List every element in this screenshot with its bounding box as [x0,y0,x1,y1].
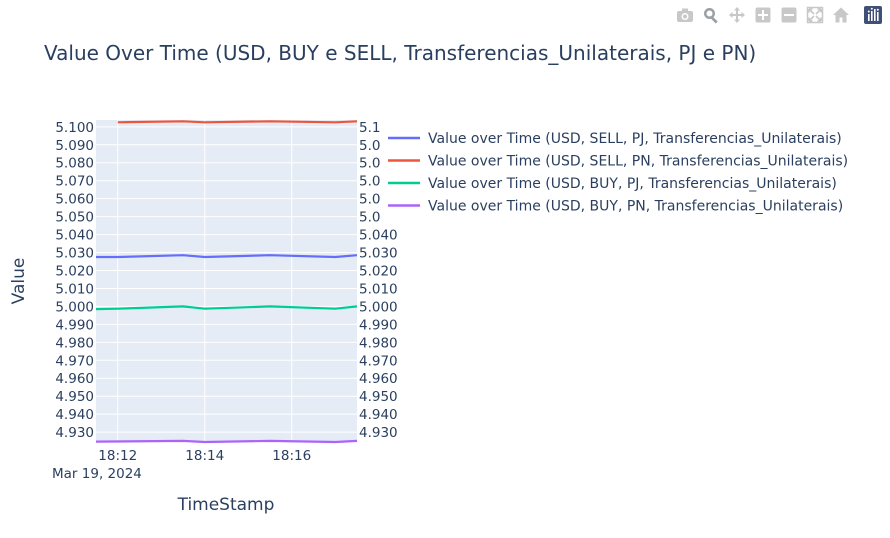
reset-axes-icon[interactable] [830,4,852,26]
right-y-tick-label: 5.040 [359,228,398,244]
camera-icon[interactable] [674,4,696,26]
series-lines [95,120,358,444]
series-line-4 [95,439,358,444]
y-tick-label: 4.950 [55,389,94,405]
y-tick-label: 5.070 [55,174,94,190]
y-axis-title: Value [9,258,29,305]
y-tick-label: 5.030 [55,246,94,262]
legend-label-4: Value over Time (USD, BUY, PN, Transfere… [428,199,843,215]
x-tick-label: 18:12 [98,448,137,464]
zoom-icon[interactable] [700,4,722,26]
y-tick-label: 5.060 [55,192,94,208]
chart-title: Value Over Time (USD, BUY e SELL, Transf… [44,41,756,65]
y-tick-label: 5.010 [55,281,94,297]
right-y-tick-label: 4.960 [359,371,398,387]
right-y-tick-label: 5.010 [359,281,398,297]
series-line-2 [117,120,358,124]
grid-lines [96,120,357,442]
right-y-tick-label: 5.0 [359,156,380,172]
pan-icon[interactable] [726,4,748,26]
x-axis-title: TimeStamp [177,495,275,515]
right-y-tick-label: 4.970 [359,353,398,369]
zoom-out-icon[interactable] [778,4,800,26]
y-tick-label: 4.990 [55,317,94,333]
y-axis-right: 4.930 4.940 4.950 4.960 4.970 4.980 4.990 5.000… [359,120,398,441]
right-y-tick-label: 5.0 [359,138,380,154]
legend-label-1: Value over Time (USD, SELL, PJ, Transfer… [428,131,842,147]
right-y-tick-label: 4.990 [359,317,398,333]
y-tick-label: 5.090 [55,138,94,154]
legend: Value over Time (USD, SELL, PJ, Transfer… [388,131,848,215]
x-tick-label: 18:14 [185,448,224,464]
series-line-3 [95,305,358,311]
y-tick-label: 5.100 [55,120,94,136]
y-tick-label: 4.930 [55,425,94,441]
plotly-logo-icon[interactable] [862,4,884,26]
y-tick-label: 4.960 [55,371,94,387]
y-tick-label: 5.050 [55,210,94,226]
right-y-tick-label: 4.950 [359,389,398,405]
right-y-tick-label: 5.0 [359,192,380,208]
right-y-tick-label: 4.930 [359,425,398,441]
chart-modebar [670,4,884,26]
right-y-tick-label: 5.020 [359,263,398,279]
y-tick-label: 5.040 [55,228,94,244]
right-y-tick-label: 4.940 [359,407,398,423]
legend-label-3: Value over Time (USD, BUY, PJ, Transfere… [428,176,837,192]
right-y-tick-label: 5.030 [359,246,398,262]
y-tick-label: 5.000 [55,299,94,315]
x-date-label: Mar 19, 2024 [52,466,142,482]
zoom-in-icon[interactable] [752,4,774,26]
plot-area [96,120,357,442]
x-axis: 18:12 18:14 18:16 [98,448,311,464]
y-tick-label: 5.020 [55,263,94,279]
y-tick-label: 4.970 [55,353,94,369]
right-y-tick-label: 4.980 [359,335,398,351]
right-y-tick-label: 5.0 [359,210,380,226]
y-tick-label: 4.980 [55,335,94,351]
x-tick-label: 18:16 [272,448,311,464]
legend-label-2: Value over Time (USD, SELL, PN, Transfer… [428,154,848,170]
right-y-tick-label: 5.1 [359,120,380,136]
right-y-tick-label: 5.0 [359,174,380,190]
y-tick-label: 5.080 [55,156,94,172]
autoscale-icon[interactable] [804,4,826,26]
right-y-tick-label: 5.000 [359,299,398,315]
y-tick-label: 4.940 [55,407,94,423]
y-axis-left: 4.930 4.940 4.950 4.960 4.970 4.980 4.990 5.000… [55,120,94,441]
series-line-1 [96,254,358,259]
